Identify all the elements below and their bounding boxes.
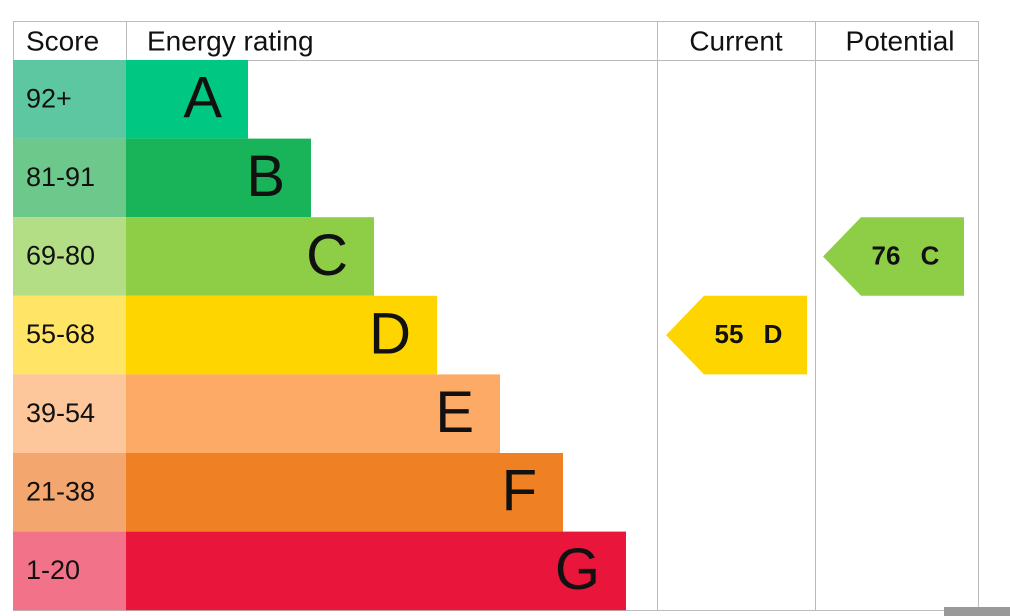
band-bar — [126, 453, 563, 532]
current-value: 55 — [715, 319, 744, 349]
band-bar — [126, 138, 311, 218]
score-cell — [13, 453, 126, 532]
score-cell — [13, 60, 126, 139]
score-label: 1-20 — [26, 555, 80, 585]
score-label: 81-91 — [26, 162, 95, 192]
band-letter: C — [306, 223, 348, 288]
score-cell — [13, 138, 126, 218]
score-label: 39-54 — [26, 398, 95, 428]
score-label: 92+ — [26, 83, 72, 113]
score-cell — [13, 295, 126, 375]
band-bar — [126, 295, 437, 375]
current-letter: D — [764, 319, 783, 349]
potential-letter: C — [921, 240, 940, 270]
score-label: 69-80 — [26, 241, 95, 271]
band-letter: D — [369, 301, 411, 366]
band-letter: B — [246, 144, 285, 209]
band-bar — [126, 531, 626, 611]
band-letter: F — [502, 459, 537, 524]
band-letter: G — [555, 537, 600, 602]
scrollbar[interactable] — [944, 607, 1010, 616]
band-letter: A — [183, 66, 222, 131]
header-score: Score — [26, 25, 99, 56]
header-potential: Potential — [846, 25, 955, 56]
score-cell — [13, 217, 126, 296]
score-label: 21-38 — [26, 476, 95, 506]
current-arrow — [666, 295, 807, 375]
band-bar — [126, 217, 374, 296]
band-bar — [126, 374, 500, 453]
band-letter: E — [435, 380, 474, 445]
band-bar — [126, 60, 248, 139]
score-label: 55-68 — [26, 319, 95, 349]
header-rating: Energy rating — [147, 25, 314, 56]
potential-value: 76 — [872, 240, 901, 270]
header-current: Current — [689, 25, 783, 56]
score-cell — [13, 374, 126, 453]
score-cell — [13, 531, 126, 611]
potential-arrow — [823, 217, 964, 296]
